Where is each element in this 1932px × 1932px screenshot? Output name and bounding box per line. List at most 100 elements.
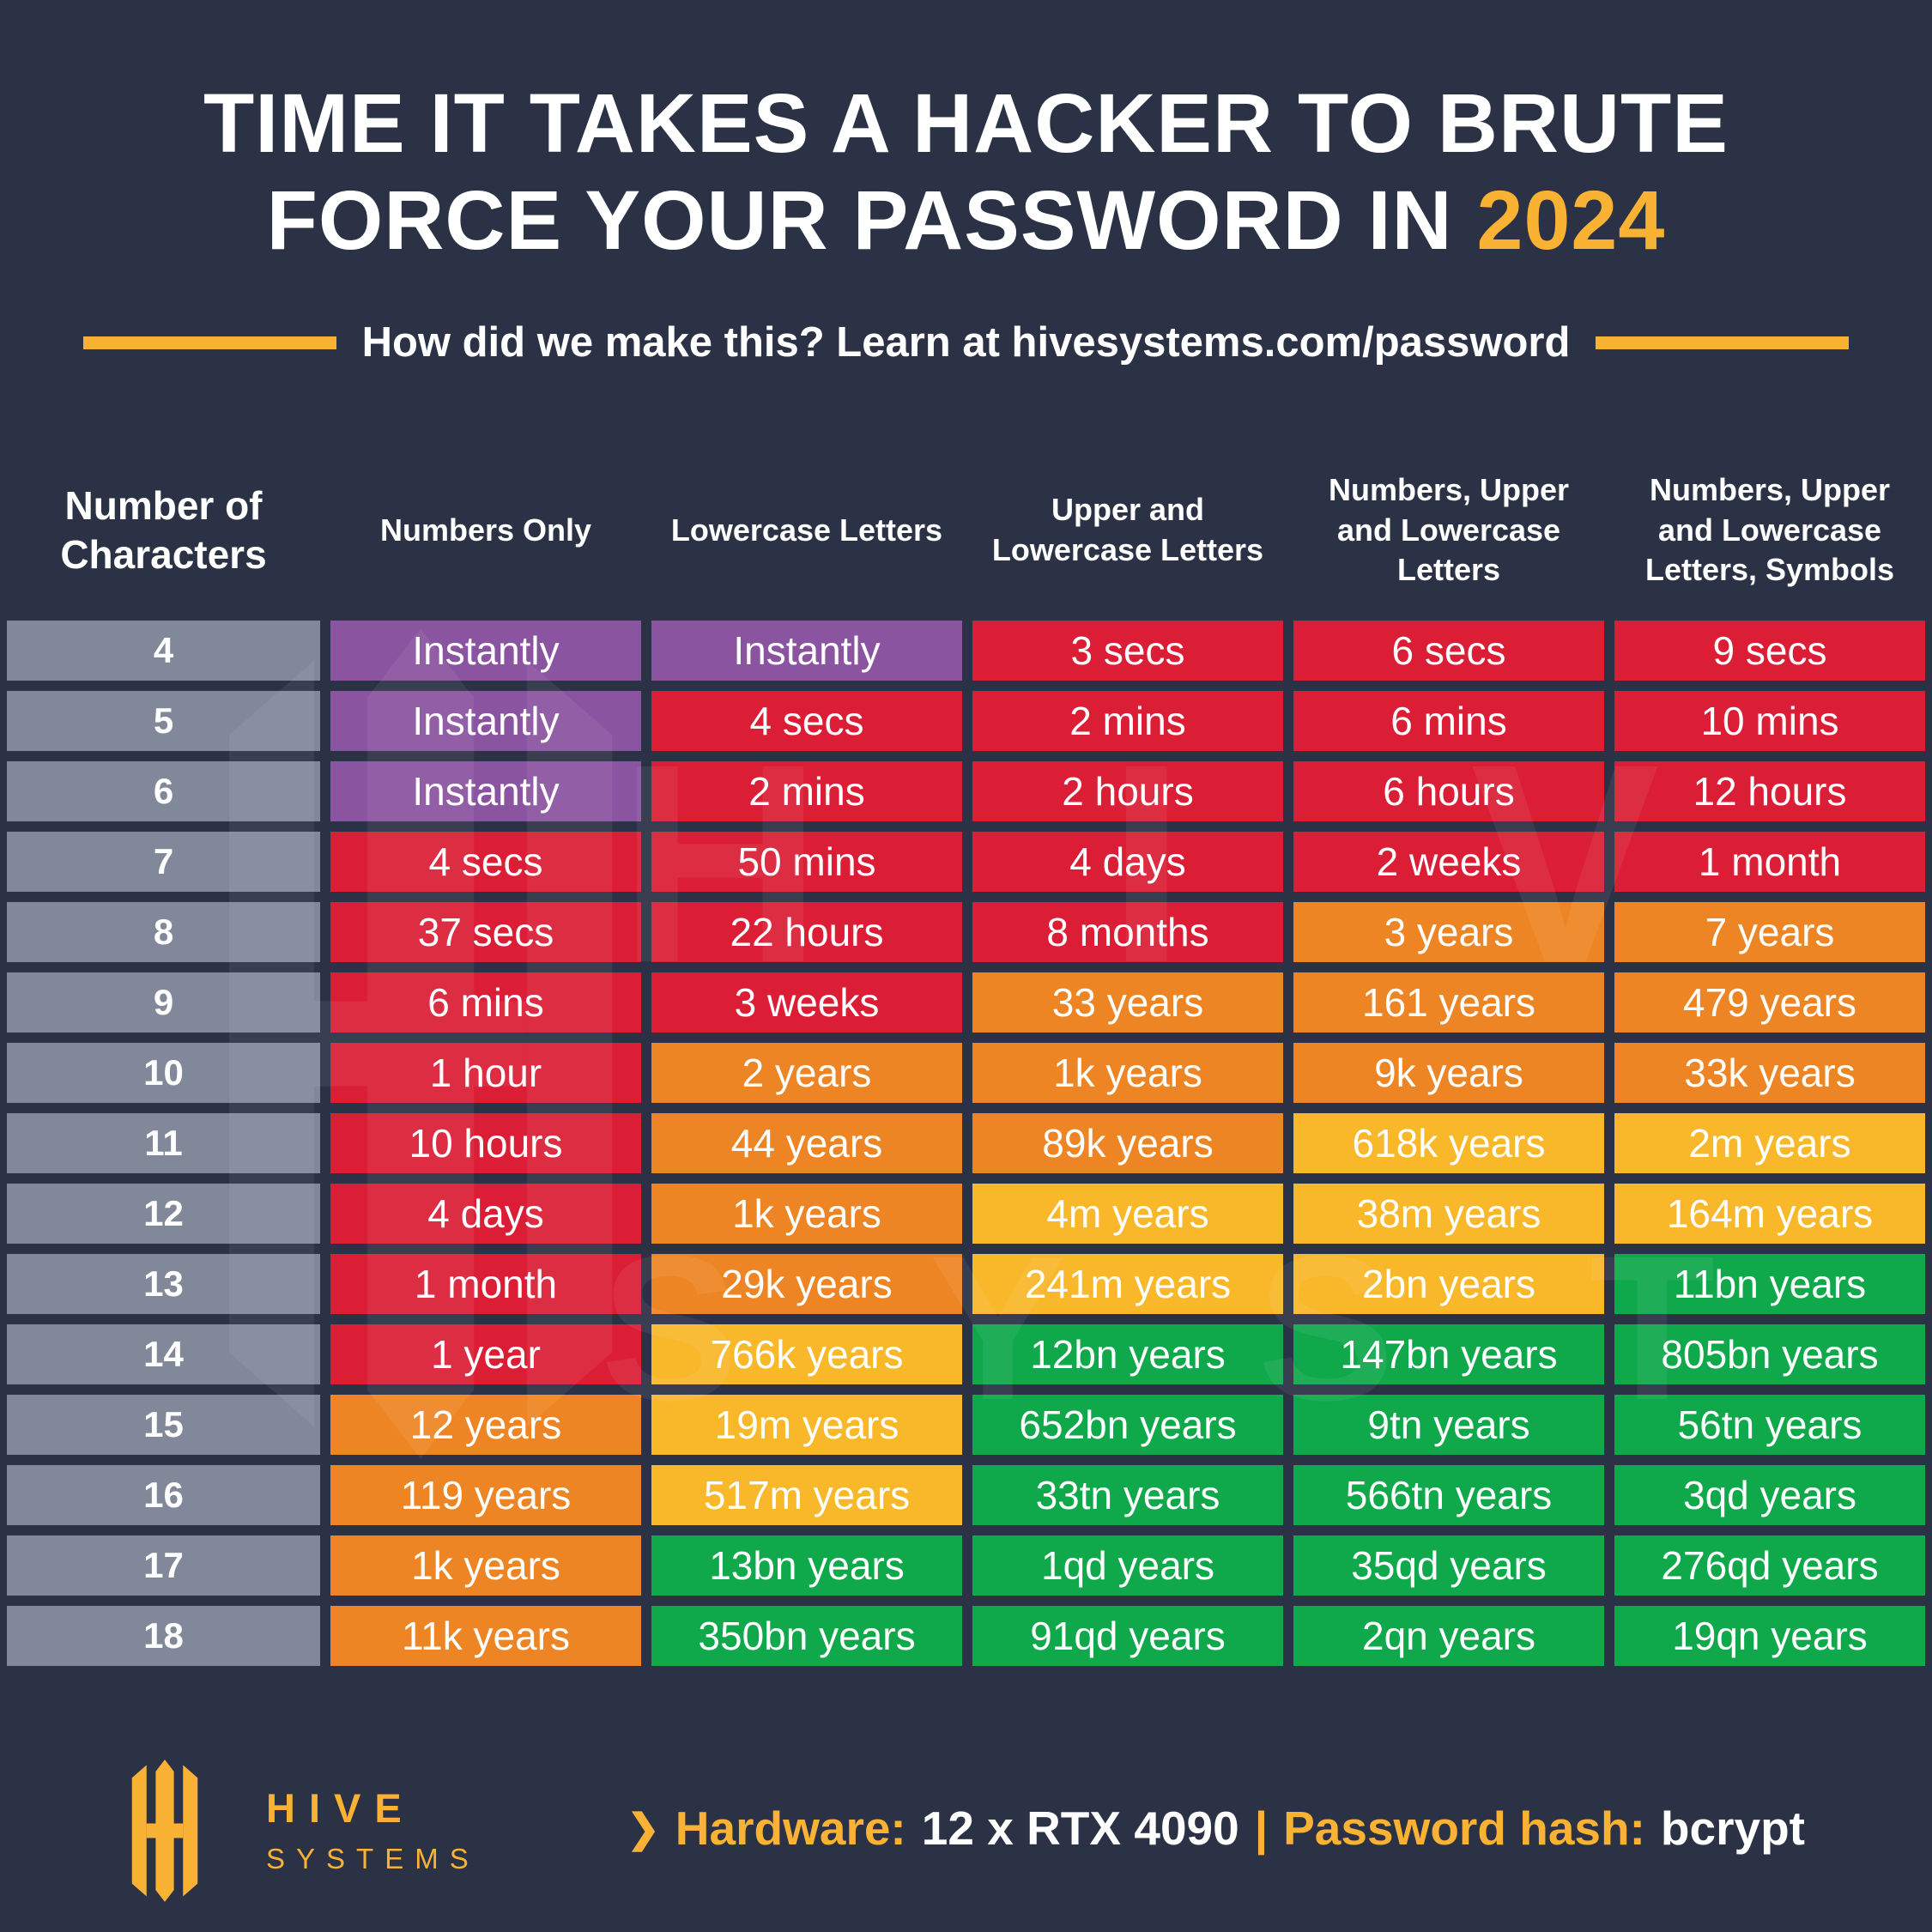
time-cell: 350bn years xyxy=(651,1606,962,1667)
time-cell: 11bn years xyxy=(1614,1254,1925,1315)
time-cell: 1 hour xyxy=(330,1043,641,1104)
title-line1: TIME IT TAKES A HACKER TO BRUTE xyxy=(203,76,1729,170)
time-cell: 19qn years xyxy=(1614,1606,1925,1667)
time-cell: 33k years xyxy=(1614,1043,1925,1104)
char-count-cell: 11 xyxy=(7,1113,320,1174)
hardware-value: 12 x RTX 4090 xyxy=(921,1802,1239,1855)
time-cell: 2 mins xyxy=(972,691,1283,752)
time-cell: Instantly xyxy=(330,621,641,681)
time-cell: 4m years xyxy=(972,1184,1283,1245)
time-cell: 2 years xyxy=(651,1043,962,1104)
char-count-cell: 6 xyxy=(7,761,320,822)
time-cell: 56tn years xyxy=(1614,1395,1925,1456)
time-cell: 9 secs xyxy=(1614,621,1925,681)
page-title: TIME IT TAKES A HACKER TO BRUTE FORCE YOU… xyxy=(0,76,1932,269)
time-cell: 89k years xyxy=(972,1113,1283,1174)
time-cell: 13bn years xyxy=(651,1535,962,1596)
time-cell: 2 hours xyxy=(972,761,1283,822)
time-cell: 12 years xyxy=(330,1395,641,1456)
time-cell: 517m years xyxy=(651,1465,962,1526)
char-count-cell: 5 xyxy=(7,691,320,752)
time-cell: 652bn years xyxy=(972,1395,1283,1456)
time-cell: 33tn years xyxy=(972,1465,1283,1526)
char-count-cell: 12 xyxy=(7,1184,320,1245)
time-cell: 618k years xyxy=(1293,1113,1604,1174)
time-cell: 50 mins xyxy=(651,832,962,893)
time-cell: 91qd years xyxy=(972,1606,1283,1667)
time-cell: 6 mins xyxy=(330,972,641,1033)
char-count-cell: 16 xyxy=(7,1465,320,1526)
chevron-right-icon: ❯ xyxy=(627,1806,660,1850)
hash-value: bcrypt xyxy=(1660,1802,1805,1855)
time-cell: 12bn years xyxy=(972,1324,1283,1385)
char-count-cell: 10 xyxy=(7,1043,320,1104)
hardware-label: Hardware: xyxy=(675,1802,906,1855)
column-header-characters: Number of Characters xyxy=(60,482,267,578)
time-cell: 12 hours xyxy=(1614,761,1925,822)
time-cell: 1k years xyxy=(330,1535,641,1596)
time-cell: 35qd years xyxy=(1293,1535,1604,1596)
time-cell: 276qd years xyxy=(1614,1535,1925,1596)
char-count-cell: 9 xyxy=(7,972,320,1033)
time-cell: 164m years xyxy=(1614,1184,1925,1245)
char-count-cell: 15 xyxy=(7,1395,320,1456)
time-cell: 1 year xyxy=(330,1324,641,1385)
time-cell: 11k years xyxy=(330,1606,641,1667)
hive-hexagon-icon xyxy=(131,1759,198,1902)
char-count-cell: 14 xyxy=(7,1324,320,1385)
time-cell: 33 years xyxy=(972,972,1283,1033)
time-cell: 161 years xyxy=(1293,972,1604,1033)
time-cell: 38m years xyxy=(1293,1184,1604,1245)
char-count-cell: 7 xyxy=(7,832,320,893)
time-cell: 2bn years xyxy=(1293,1254,1604,1315)
column-header: Numbers, Upper and Lowercase Letters xyxy=(1328,471,1570,588)
time-cell: 2qn years xyxy=(1293,1606,1604,1667)
time-cell: 6 secs xyxy=(1293,621,1604,681)
title-year: 2024 xyxy=(1476,173,1666,267)
time-cell: 7 years xyxy=(1614,902,1925,963)
time-cell: 9k years xyxy=(1293,1043,1604,1104)
time-cell: 2m years xyxy=(1614,1113,1925,1174)
char-count-cell: 4 xyxy=(7,621,320,681)
hash-label: Password hash: xyxy=(1283,1802,1645,1855)
table-header-row: Number of Characters Numbers Only Lowercas… xyxy=(7,449,1925,612)
char-count-cell: 8 xyxy=(7,902,320,963)
time-cell: 2 weeks xyxy=(1293,832,1604,893)
divider-left xyxy=(82,336,336,349)
title-line2: FORCE YOUR PASSWORD IN xyxy=(266,173,1477,267)
time-cell: 805bn years xyxy=(1614,1324,1925,1385)
column-header: Lowercase Letters xyxy=(670,512,943,548)
time-cell: 1 month xyxy=(1614,832,1925,893)
table-body: 4 Instantly Instantly 3 secs 6 secs 9 secs 5 In… xyxy=(7,621,1925,1667)
divider-right xyxy=(1596,336,1850,349)
time-cell: 10 mins xyxy=(1614,691,1925,752)
brand-name: HIVE xyxy=(266,1785,415,1832)
time-cell: 29k years xyxy=(651,1254,962,1315)
brand-text: HIVE SYSTEMS xyxy=(266,1786,480,1875)
time-cell: 37 secs xyxy=(330,902,641,963)
time-cell: 4 days xyxy=(972,832,1283,893)
time-cell: 22 hours xyxy=(651,902,962,963)
time-cell: 766k years xyxy=(651,1324,962,1385)
time-cell: 241m years xyxy=(972,1254,1283,1315)
char-count-cell: 17 xyxy=(7,1535,320,1596)
time-cell: 566tn years xyxy=(1293,1465,1604,1526)
time-cell: 1k years xyxy=(651,1184,962,1245)
time-cell: Instantly xyxy=(330,761,641,822)
subtitle-text: How did we make this? Learn at hivesyste… xyxy=(361,319,1571,366)
time-cell: 2 mins xyxy=(651,761,962,822)
column-header: Upper and Lowercase Letters xyxy=(991,492,1264,568)
time-cell: 8 months xyxy=(972,902,1283,963)
time-cell: 479 years xyxy=(1614,972,1925,1033)
char-count-cell: 13 xyxy=(7,1254,320,1315)
time-cell: 3 weeks xyxy=(651,972,962,1033)
time-cell: 4 secs xyxy=(651,691,962,752)
time-cell: 1 month xyxy=(330,1254,641,1315)
time-cell: 4 secs xyxy=(330,832,641,893)
time-cell: 9tn years xyxy=(1293,1395,1604,1456)
time-cell: 1k years xyxy=(972,1043,1283,1104)
column-header: Numbers, Upper and Lowercase Letters, Sy… xyxy=(1644,471,1895,588)
time-cell: 119 years xyxy=(330,1465,641,1526)
time-cell: Instantly xyxy=(330,691,641,752)
